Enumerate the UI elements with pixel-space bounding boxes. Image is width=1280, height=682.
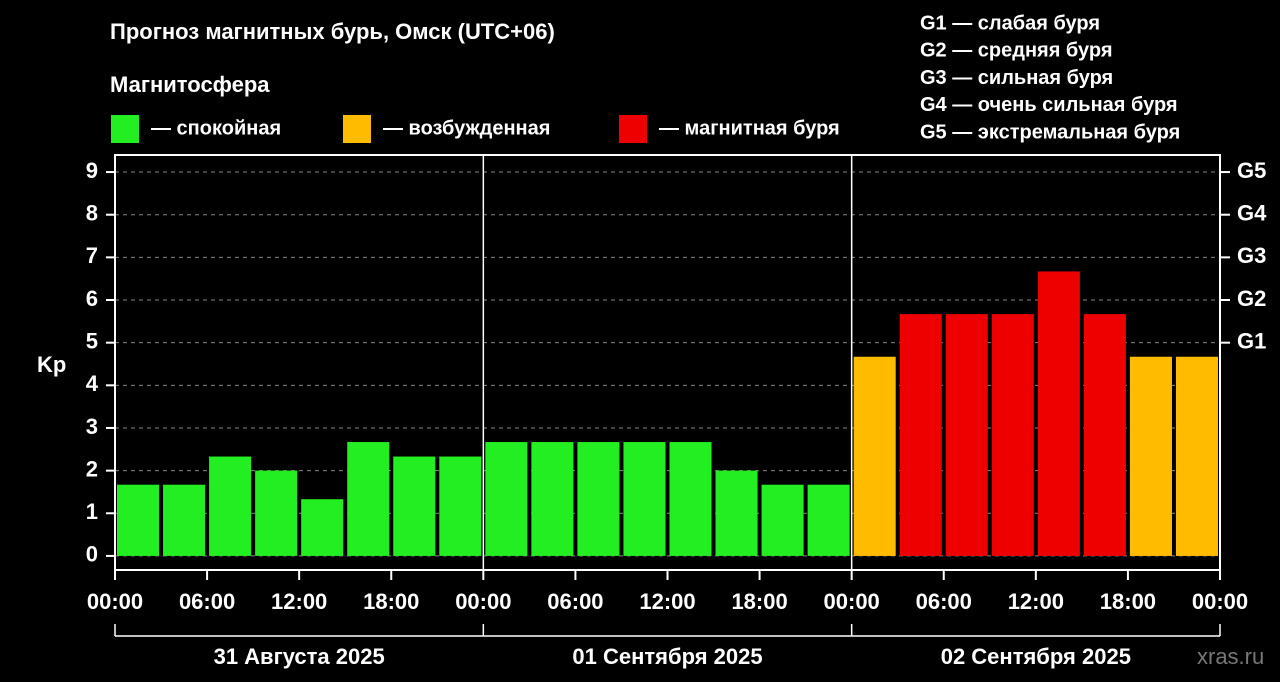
bar	[163, 484, 206, 556]
bar	[945, 314, 988, 556]
bar	[853, 356, 896, 556]
bar	[623, 442, 666, 556]
x-tick-label: 06:00	[916, 589, 972, 614]
storm-level: G1 — слабая буря	[920, 12, 1100, 34]
bar	[117, 484, 160, 556]
bar	[485, 442, 528, 556]
bar	[1175, 356, 1218, 556]
y2-tick-label: G1	[1237, 328, 1266, 353]
x-tick-label: 18:00	[731, 589, 787, 614]
storm-level: G5 — экстремальная буря	[920, 121, 1180, 143]
legend-swatch	[343, 115, 371, 143]
y-tick-label: 3	[86, 414, 98, 439]
bar	[807, 484, 850, 556]
legend-label: — магнитная буря	[659, 117, 840, 139]
bar	[715, 470, 758, 556]
day-label: 31 Августа 2025	[214, 644, 385, 669]
y-tick-label: 0	[86, 542, 98, 567]
y-tick-label: 5	[86, 328, 98, 353]
y2-tick-label: G2	[1237, 286, 1266, 311]
bar	[209, 456, 252, 556]
x-tick-label: 12:00	[639, 589, 695, 614]
bar	[301, 499, 344, 556]
y-tick-label: 2	[86, 456, 98, 481]
bar	[991, 314, 1034, 556]
bar	[761, 484, 804, 556]
watermark: xras.ru	[1197, 644, 1264, 669]
legend-label: — спокойная	[151, 117, 281, 139]
bar	[669, 442, 712, 556]
bar	[347, 442, 390, 556]
x-tick-label: 00:00	[455, 589, 511, 614]
storm-level: G2 — средняя буря	[920, 40, 1113, 62]
y-tick-label: 8	[86, 201, 98, 226]
x-tick-label: 06:00	[547, 589, 603, 614]
x-tick-label: 12:00	[1008, 589, 1064, 614]
y2-tick-label: G4	[1237, 201, 1267, 226]
y-tick-label: 7	[86, 243, 98, 268]
x-tick-label: 18:00	[1100, 589, 1156, 614]
bar	[255, 470, 298, 556]
y-tick-label: 6	[86, 286, 98, 311]
y2-tick-label: G3	[1237, 243, 1266, 268]
bar	[393, 456, 436, 556]
chart-title: Прогноз магнитных бурь, Омск (UTC+06)	[110, 19, 555, 44]
x-tick-label: 12:00	[271, 589, 327, 614]
x-tick-label: 06:00	[179, 589, 235, 614]
legend-swatch	[111, 115, 139, 143]
bar	[1083, 314, 1126, 556]
y-tick-label: 1	[86, 499, 98, 524]
x-tick-label: 00:00	[1192, 589, 1248, 614]
bar	[899, 314, 942, 556]
bar	[577, 442, 620, 556]
y-tick-label: 9	[86, 158, 98, 183]
x-tick-label: 18:00	[363, 589, 419, 614]
storm-level: G4 — очень сильная буря	[920, 94, 1178, 116]
storm-level: G3 — сильная буря	[920, 67, 1113, 89]
day-label: 01 Сентября 2025	[572, 644, 762, 669]
x-tick-label: 00:00	[824, 589, 880, 614]
y-axis-label: Kp	[37, 352, 66, 377]
y-tick-label: 4	[86, 371, 99, 396]
legend-label: — возбужденная	[383, 117, 550, 139]
bar	[439, 456, 482, 556]
x-tick-label: 00:00	[87, 589, 143, 614]
bar	[1129, 356, 1172, 556]
legend-swatch	[619, 115, 647, 143]
bar	[1037, 271, 1080, 556]
day-label: 02 Сентября 2025	[941, 644, 1131, 669]
bar	[531, 442, 574, 556]
y2-tick-label: G5	[1237, 158, 1266, 183]
legend-title: Магнитосфера	[110, 72, 270, 97]
